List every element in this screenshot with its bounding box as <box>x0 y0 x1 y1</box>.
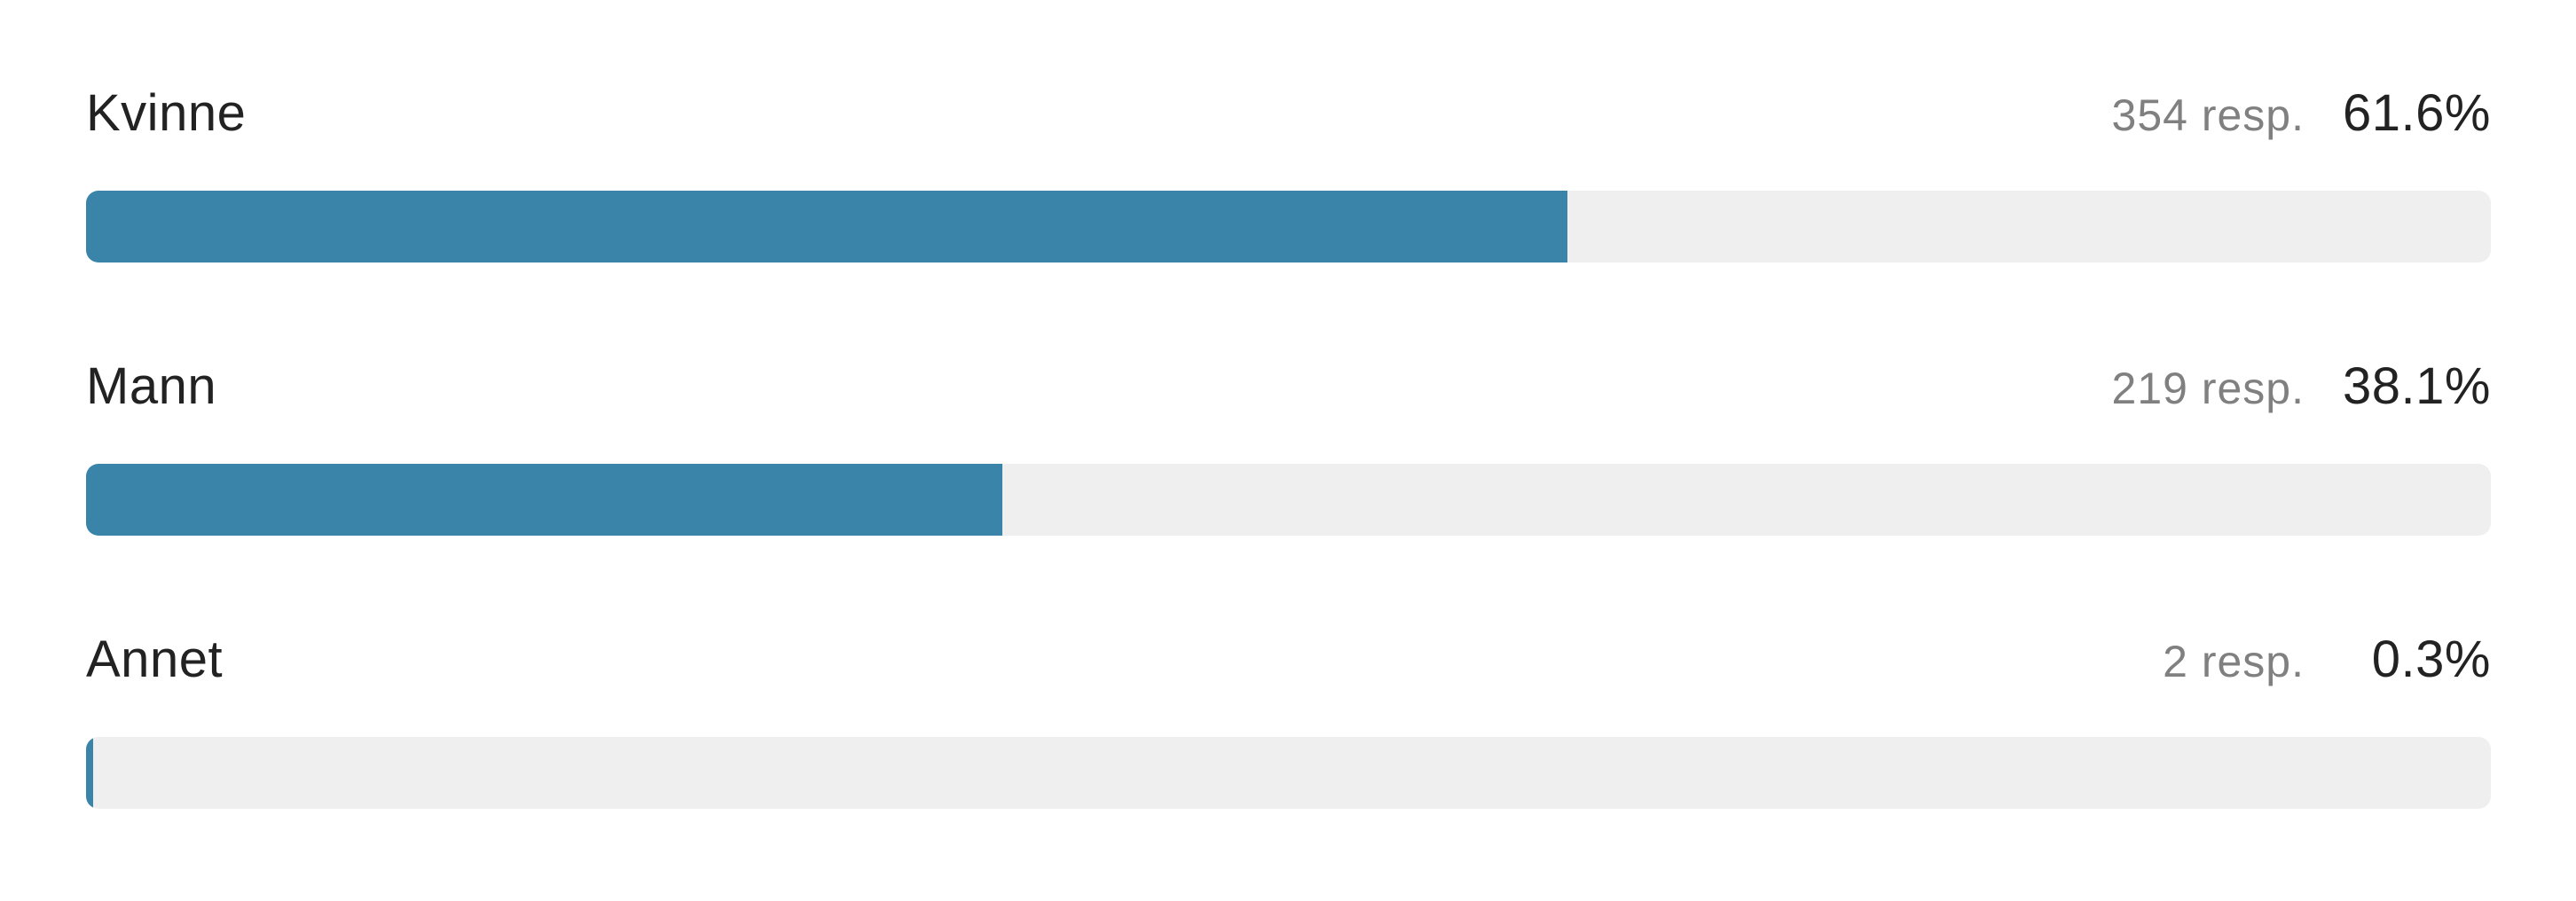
bar-track <box>86 464 2491 536</box>
response-count: 219 resp. <box>2111 364 2305 413</box>
result-row-header: Kvinne 354 resp. 61.6% <box>86 82 2491 145</box>
response-count: 354 resp. <box>2111 90 2305 140</box>
result-meta: 354 resp. 61.6% <box>2112 82 2491 145</box>
response-results: Kvinne 354 resp. 61.6% Mann 219 resp. 38… <box>86 0 2491 819</box>
bar-track <box>86 737 2491 809</box>
result-meta: 2 resp. 0.3% <box>2163 628 2491 692</box>
percentage-value: 61.6% <box>2343 84 2491 142</box>
result-row-header: Annet 2 resp. 0.3% <box>86 628 2491 692</box>
result-row-header: Mann 219 resp. 38.1% <box>86 355 2491 419</box>
result-meta: 219 resp. 38.1% <box>2112 355 2491 419</box>
bar-track <box>86 191 2491 262</box>
percentage-value: 38.1% <box>2343 357 2491 415</box>
percentage-value: 0.3% <box>2371 631 2491 688</box>
bar-fill <box>86 737 94 809</box>
category-label: Annet <box>86 631 224 688</box>
result-row-kvinne: Kvinne 354 resp. 61.6% <box>86 0 2491 273</box>
category-label: Mann <box>86 357 217 415</box>
bar-fill <box>86 464 1002 536</box>
bar-fill <box>86 191 1567 262</box>
category-label: Kvinne <box>86 84 247 142</box>
response-count: 2 resp. <box>2163 637 2305 686</box>
result-row-annet: Annet 2 resp. 0.3% <box>86 546 2491 819</box>
result-row-mann: Mann 219 resp. 38.1% <box>86 273 2491 546</box>
